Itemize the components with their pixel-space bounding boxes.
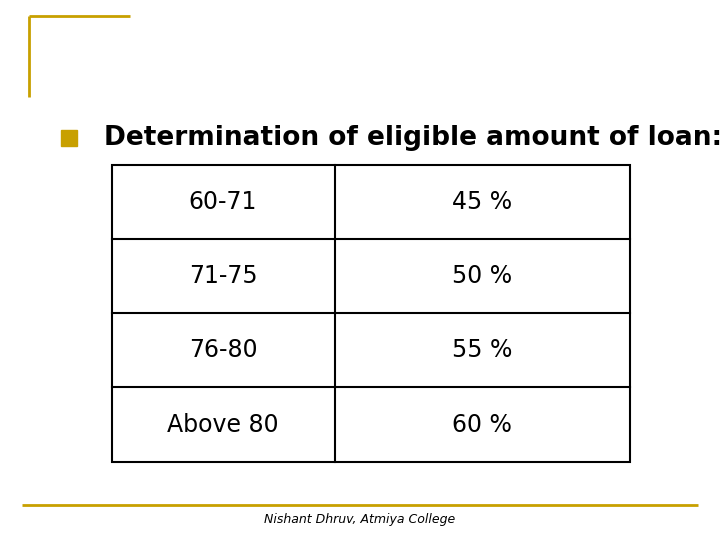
Text: Nishant Dhruv, Atmiya College: Nishant Dhruv, Atmiya College: [264, 513, 456, 526]
Text: 50 %: 50 %: [452, 264, 513, 288]
Text: 60-71: 60-71: [189, 190, 257, 214]
Text: Above 80: Above 80: [167, 413, 279, 436]
Text: 76-80: 76-80: [189, 339, 257, 362]
Bar: [61, 130, 77, 146]
Text: 60 %: 60 %: [452, 413, 512, 436]
Text: Determination of eligible amount of loan:: Determination of eligible amount of loan…: [104, 125, 720, 151]
Bar: [112, 165, 630, 462]
Text: 55 %: 55 %: [452, 339, 513, 362]
Text: 45 %: 45 %: [452, 190, 513, 214]
Text: 71-75: 71-75: [189, 264, 257, 288]
